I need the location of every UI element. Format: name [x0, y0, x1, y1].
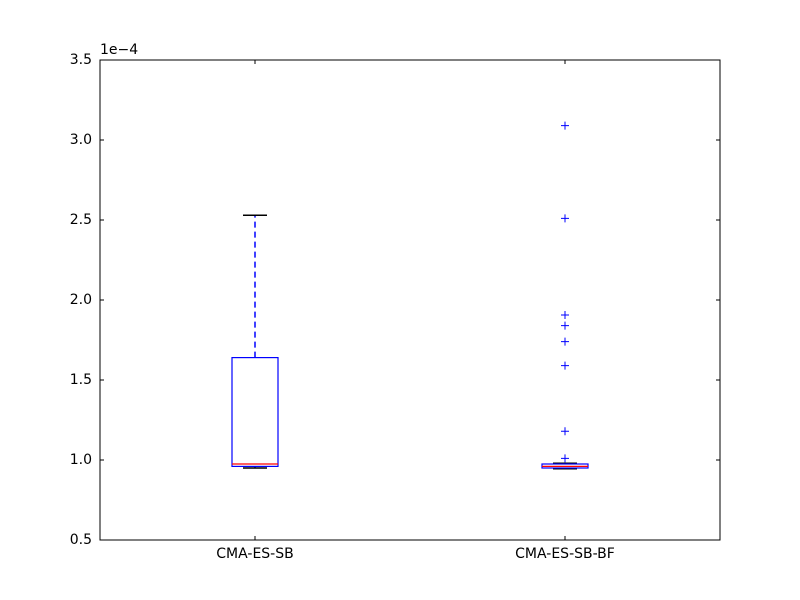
y-tick-label: 2.0 — [70, 292, 92, 308]
y-tick-label: 1.0 — [70, 452, 92, 468]
flier — [561, 321, 569, 330]
x-tick-label: CMA-ES-SB-BF — [515, 546, 615, 562]
flier — [561, 121, 569, 130]
y-tick-label: 3.5 — [70, 52, 92, 68]
flier — [561, 454, 569, 463]
box — [231, 357, 279, 468]
flier — [561, 361, 569, 370]
x-tick-label: CMA-ES-SB — [216, 546, 293, 562]
flier — [561, 337, 569, 346]
flier — [561, 214, 569, 223]
y-tick-label: 0.5 — [70, 532, 92, 548]
flier — [561, 427, 569, 436]
offset-label: 1e−4 — [100, 42, 138, 58]
flier — [561, 311, 569, 320]
y-tick-label: 1.5 — [70, 372, 92, 388]
y-tick-label: 2.5 — [70, 212, 92, 228]
y-tick-label: 3.0 — [70, 132, 92, 148]
